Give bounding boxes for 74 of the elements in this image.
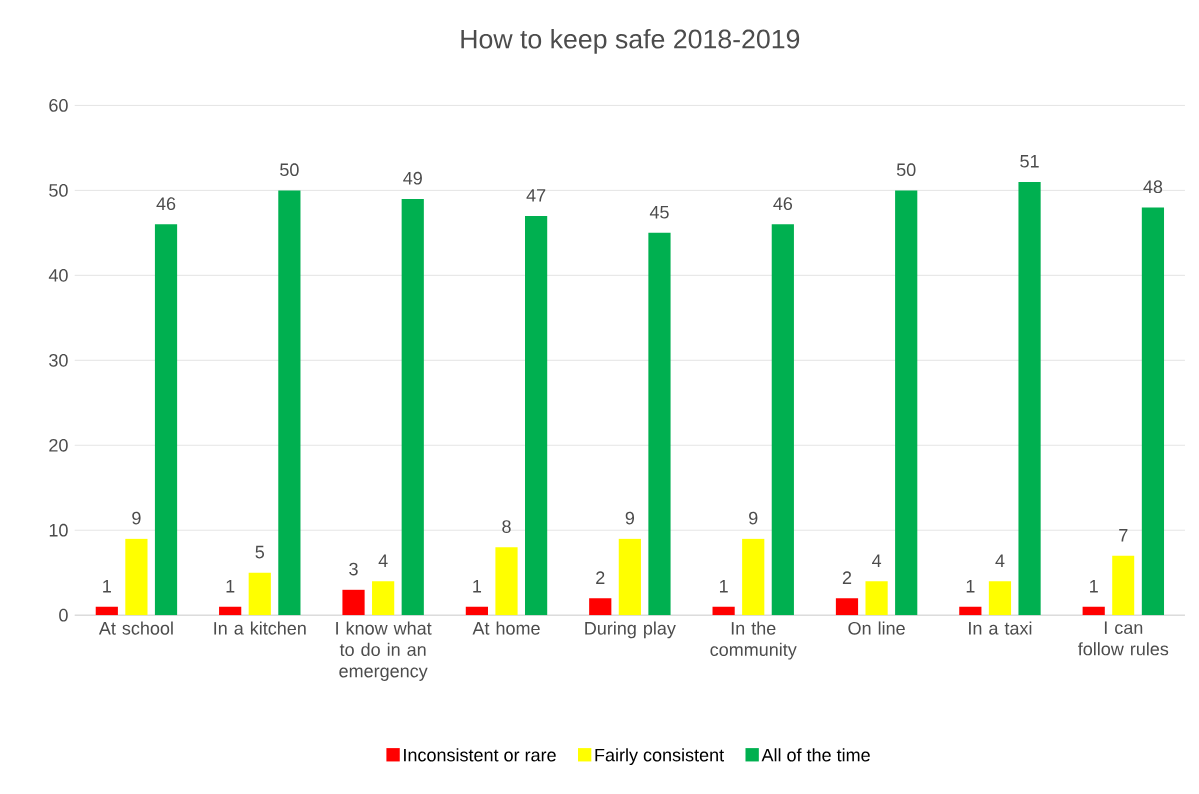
bar [742,538,765,616]
y-tick-label: 40 [48,268,68,282]
bar [618,538,641,616]
y-tick-label: 0 [59,608,68,622]
data-label: 1 [1090,580,1098,593]
data-label: 4 [378,554,388,567]
bar [959,606,982,616]
data-label: 9 [749,511,758,525]
x-tick-label: In the community [710,621,797,660]
bar [1141,207,1165,616]
data-label: 51 [1020,155,1039,168]
bar [278,190,301,616]
bar [589,598,612,616]
bar [988,581,1012,616]
bar [771,224,794,616]
x-tick-label: During play [585,621,676,639]
bar [1082,606,1105,616]
data-label: 9 [625,511,635,525]
bar [342,589,365,616]
data-label: 2 [842,571,852,584]
bar [648,232,671,616]
x-tick-label: In a kitchen [214,621,306,635]
data-label: 50 [280,163,299,177]
bar [1112,555,1135,616]
y-tick-label: 10 [49,523,68,537]
data-label: 1 [103,580,111,593]
data-label: 45 [649,206,669,219]
bar [525,215,548,616]
data-label: 46 [773,197,793,211]
legend-label: Inconsistent or rare [404,748,556,762]
x-tick-label: I know what to do in an emergency [336,621,432,681]
data-label: 1 [719,580,728,593]
x-tick-label: I can follow rules [1078,621,1169,656]
data-label: 48 [1143,180,1163,194]
data-label: 4 [995,554,1005,567]
data-label: 4 [872,554,882,567]
data-label: 2 [596,571,605,584]
bar [219,606,242,616]
y-tick-label: 20 [49,438,68,452]
bar [465,606,488,616]
data-label: 1 [966,580,975,593]
bar [248,572,271,616]
data-label: 8 [502,520,511,533]
legend-label: Fairly consistent [595,748,724,766]
bar [154,224,178,616]
data-label: 46 [156,197,176,211]
bar [712,606,735,616]
data-label: 5 [255,545,265,559]
y-tick-label: 60 [49,99,68,112]
data-label: 1 [226,580,235,593]
data-label: 47 [526,189,546,202]
bar [895,190,918,616]
data-label: 3 [349,562,358,576]
data-label: 49 [403,171,422,185]
y-tick-label: 30 [49,353,68,367]
bar [95,606,118,616]
x-tick-label: In a taxi [969,621,1032,635]
data-label: 9 [132,511,141,525]
data-label: 7 [1119,529,1128,542]
data-label: 1 [473,580,482,593]
legend-label: All of the time [761,748,870,762]
data-label: 50 [896,163,916,177]
bar [865,581,888,616]
x-tick-label: At home [472,621,540,635]
bar [401,198,424,616]
bar [495,547,518,616]
y-tick-label: 50 [49,184,68,197]
bar [835,598,859,616]
x-tick-label: At school [98,621,173,635]
bar [125,538,148,616]
bar [1018,181,1041,616]
chart-title: How to keep safe 2018-2019 [461,28,800,54]
bar [372,581,395,616]
x-tick-label: On line [848,621,905,635]
